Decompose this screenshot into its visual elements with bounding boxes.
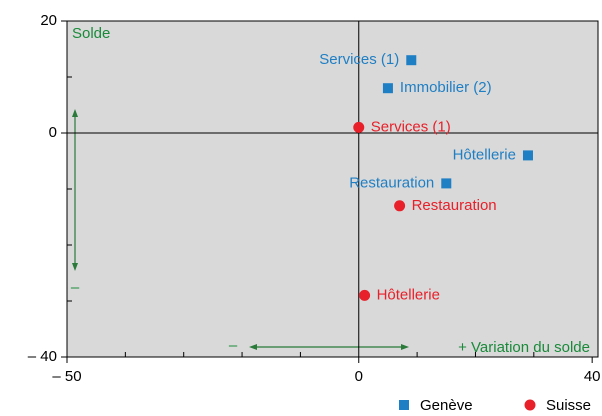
point (522, 150, 533, 161)
y-axis-label: Solde (72, 25, 110, 42)
point (359, 289, 371, 301)
plot-area (66, 20, 599, 358)
legend-label: Suisse (546, 397, 591, 414)
point (524, 399, 536, 411)
annotation: – (71, 279, 80, 296)
y-tick-label: 0 (49, 124, 57, 141)
point (394, 200, 406, 212)
point (441, 178, 452, 189)
point (399, 400, 409, 410)
y-tick-label: – 40 (28, 348, 57, 365)
point-label: Immobilier (2) (400, 79, 492, 96)
point-label: Restauration (349, 174, 434, 191)
x-tick-label: – 50 (52, 368, 81, 385)
x-tick-label: 0 (355, 368, 363, 385)
arrows (72, 109, 409, 350)
annotation: – (229, 337, 238, 354)
point-label: Hôtellerie (453, 146, 516, 163)
y-tick-label: 20 (40, 12, 57, 29)
point (382, 83, 393, 94)
point-label: Services (1) (371, 118, 451, 135)
point-label: Services (1) (319, 51, 399, 68)
point-label: Hôtellerie (377, 286, 440, 303)
point (353, 121, 365, 133)
point (406, 55, 417, 66)
x-axis-label: + Variation du solde (458, 339, 590, 356)
point-label: Restauration (412, 197, 497, 214)
legend-label: Genève (420, 397, 473, 414)
x-tick-label: 40 (584, 368, 601, 385)
